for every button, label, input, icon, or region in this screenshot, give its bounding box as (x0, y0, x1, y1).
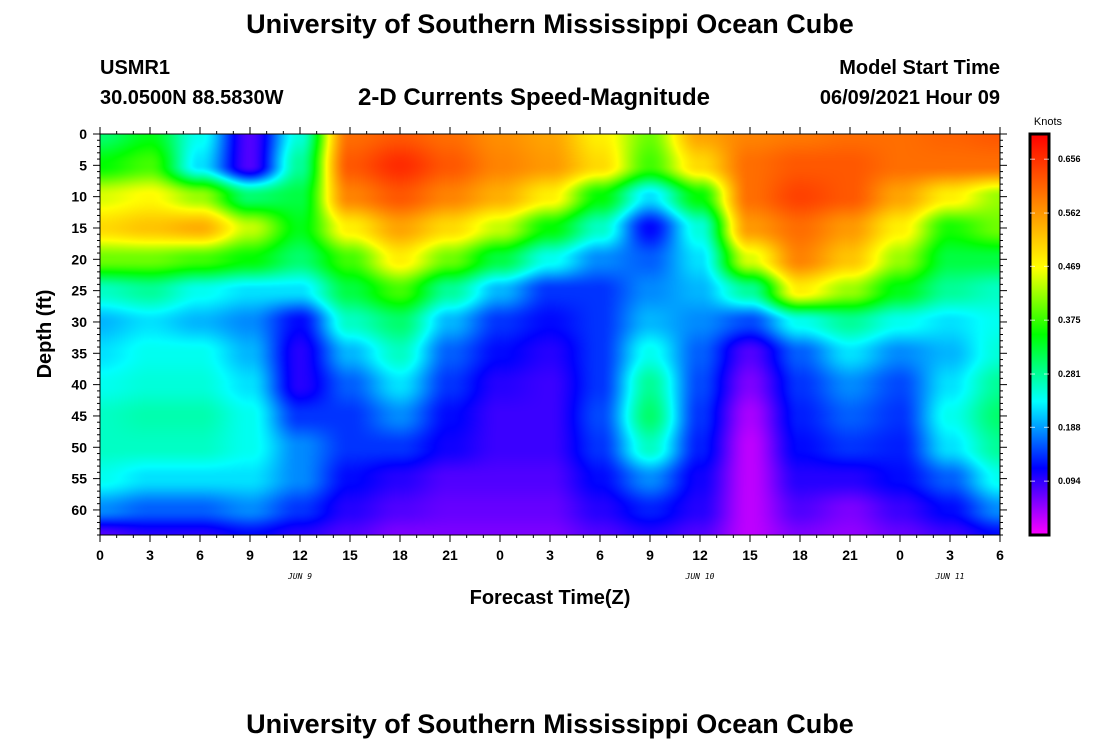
y-tick-label: 45 (71, 408, 87, 424)
y-axis-label: Depth (ft) (34, 290, 56, 379)
y-tick-label: 10 (71, 189, 87, 205)
colorbar-tick-label: 0.656 (1058, 154, 1081, 164)
y-tick-label: 60 (71, 502, 87, 518)
x-tick-label: 18 (792, 547, 808, 563)
y-axis: 0 5 10 15 20 25 30 35 40 45 50 55 60 (71, 126, 1007, 536)
x-tick-label: 15 (342, 547, 358, 563)
y-tick-label: 30 (71, 314, 87, 330)
x-tick-label: 18 (392, 547, 408, 563)
colorbar-tick-label: 0.375 (1058, 315, 1081, 325)
x-tick-label: 3 (146, 547, 154, 563)
x-tick-label: 3 (546, 547, 554, 563)
model-start-value: 06/09/2021 Hour 09 (819, 87, 1000, 109)
x-tick-label: 3 (946, 547, 954, 563)
chart-subtitle: 2-D Currents Speed-Magnitude (358, 84, 711, 111)
colorbar-unit: Knots (1034, 116, 1063, 128)
y-tick-label: 20 (71, 251, 87, 267)
x-tick-label: 0 (96, 547, 104, 563)
footer-title: University of Southern Mississippi Ocean… (246, 709, 854, 739)
x-tick-label: 6 (196, 547, 204, 563)
station-coordinates: 30.0500N 88.5830W (100, 87, 284, 109)
colorbar: 0.094 0.188 0.281 0.375 0.469 0.562 0.656 (1028, 132, 1081, 537)
colorbar-tick-label: 0.562 (1058, 208, 1081, 218)
x-tick-label: 0 (496, 547, 504, 563)
x-tick-label: 9 (646, 547, 654, 563)
y-tick-label: 5 (79, 157, 87, 173)
y-tick-label: 55 (71, 471, 87, 487)
x-tick-label: 0 (896, 547, 904, 563)
colorbar-gradient (1028, 132, 1051, 537)
heatmap-canvas (100, 134, 1000, 535)
date-label: JUN 9 (287, 572, 312, 581)
plot-area (100, 134, 1000, 535)
model-start-label: Model Start Time (839, 57, 1000, 79)
y-tick-label: 40 (71, 377, 87, 393)
x-axis: 0 3 6 9 12 15 18 21 0 3 6 9 12 15 18 21 0 3 6 JUN 9 JUN 10 JU… (96, 127, 1004, 581)
x-tick-label: 6 (596, 547, 604, 563)
date-label: JUN 11 (935, 572, 965, 581)
y-tick-label: 25 (71, 283, 87, 299)
colorbar-tick-label: 0.469 (1058, 261, 1081, 271)
heatmap-chart: 0 3 6 9 12 15 18 21 0 3 6 9 12 15 18 21 0 3 6 JUN 9 JUN 10 JU… (34, 116, 1081, 609)
x-tick-label: 21 (842, 547, 858, 563)
x-tick-label: 6 (996, 547, 1004, 563)
x-tick-label: 12 (692, 547, 708, 563)
y-tick-label: 0 (79, 126, 87, 142)
colorbar-tick-label: 0.281 (1058, 369, 1081, 379)
x-tick-label: 21 (442, 547, 458, 563)
y-tick-label: 35 (71, 345, 87, 361)
y-tick-label: 15 (71, 220, 87, 236)
date-label: JUN 10 (685, 572, 715, 581)
main-title: University of Southern Mississippi Ocean… (246, 9, 854, 39)
x-tick-label: 9 (246, 547, 254, 563)
x-tick-label: 12 (292, 547, 308, 563)
colorbar-tick-label: 0.188 (1058, 422, 1081, 432)
station-id: USMR1 (100, 57, 171, 79)
y-tick-label: 50 (71, 439, 87, 455)
colorbar-tick-label: 0.094 (1058, 476, 1081, 486)
x-tick-label: 15 (742, 547, 758, 563)
x-axis-label: Forecast Time(Z) (470, 587, 631, 609)
